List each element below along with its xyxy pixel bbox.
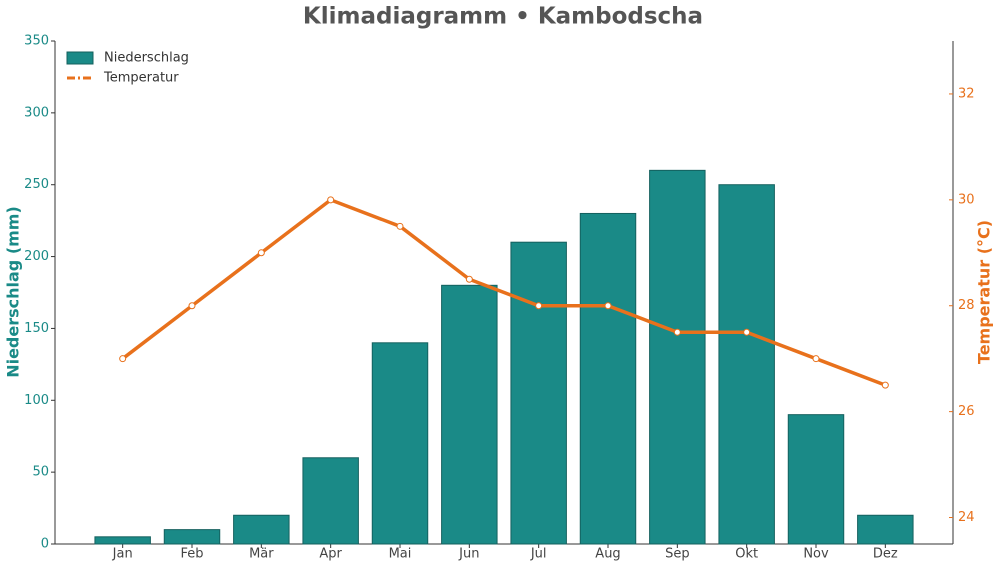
x-tick-label: Mai <box>389 547 412 562</box>
temperature-marker <box>743 328 751 336</box>
temperature-marker <box>604 302 612 310</box>
y-tick-label: 300 <box>24 105 49 120</box>
temperature-marker <box>327 196 335 204</box>
y-tick-label: 250 <box>24 177 49 192</box>
bar <box>94 536 151 545</box>
y-tick-label: 150 <box>24 321 49 336</box>
x-tick-label: Aug <box>595 547 620 562</box>
y-tick-label: 0 <box>41 537 49 552</box>
x-tick-label: Okt <box>735 547 758 562</box>
legend-label: Niederschlag <box>104 51 189 66</box>
bar <box>371 342 429 545</box>
y-tick-label: 350 <box>24 34 49 49</box>
temperature-marker <box>257 249 265 257</box>
y-axis-label: Niederschlag (mm) <box>4 206 23 378</box>
x-tick-label: Nov <box>803 547 829 562</box>
temperature-marker <box>673 328 681 336</box>
temperature-marker <box>535 302 543 310</box>
x-tick-label: Jul <box>530 547 547 562</box>
bar <box>579 212 637 545</box>
bar <box>510 241 567 545</box>
x-tick-label: Dez <box>873 547 898 562</box>
bar <box>857 514 914 545</box>
bar <box>302 457 359 545</box>
y-tick-label: 50 <box>32 465 49 480</box>
legend-label: Temperatur <box>103 71 179 86</box>
y2-tick-label: 26 <box>958 404 975 419</box>
y2-tick-label: 30 <box>958 192 975 207</box>
x-tick-label: Mär <box>249 547 274 562</box>
bar <box>441 284 498 545</box>
legend-swatch <box>66 51 94 65</box>
x-tick-label: Sep <box>665 547 690 562</box>
temperature-marker <box>812 355 820 363</box>
y2-axis-label: Temperatur (°C) <box>975 220 994 364</box>
temperature-marker <box>119 355 127 363</box>
temperature-marker <box>188 302 196 310</box>
bar <box>649 169 706 545</box>
temperature-marker <box>881 381 889 389</box>
temperature-marker <box>465 275 473 283</box>
x-tick-label: Jun <box>458 547 479 562</box>
chart-title: Klimadiagramm • Kambodscha <box>303 4 703 30</box>
y2-tick-label: 32 <box>958 86 975 101</box>
x-tick-label: Feb <box>180 547 203 562</box>
bar <box>718 184 775 545</box>
x-tick-label: Apr <box>319 547 342 562</box>
bar <box>163 529 221 545</box>
bar <box>787 414 845 545</box>
temperature-line <box>121 198 886 387</box>
x-tick-label: Jan <box>112 547 133 562</box>
y2-tick-label: 24 <box>958 510 975 525</box>
y2-tick-label: 28 <box>958 298 975 313</box>
y-tick-label: 200 <box>24 249 49 264</box>
y-tick-label: 100 <box>24 393 49 408</box>
bar <box>233 514 290 545</box>
temperature-marker <box>396 222 404 230</box>
